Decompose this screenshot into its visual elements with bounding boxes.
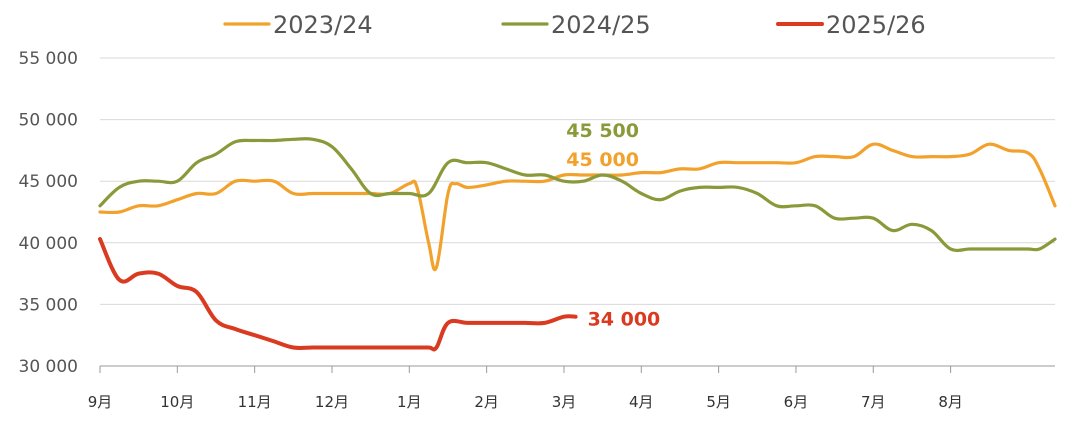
data-label: 45 000: [566, 149, 639, 171]
x-tick-label: 3月: [552, 393, 577, 411]
y-tick-label: 40 000: [19, 234, 78, 254]
grid-lines: [100, 57, 1055, 367]
legend-label: 2025/26: [826, 11, 926, 39]
x-tick-label: 9月: [88, 393, 113, 411]
data-label: 34 000: [588, 309, 661, 331]
x-tick-label: 6月: [784, 393, 809, 411]
y-tick-label: 35 000: [19, 295, 78, 315]
x-tick-label: 10月: [160, 393, 194, 411]
series-lines: [98, 137, 1057, 352]
annotations: 45 500 45 000 34 000: [566, 120, 660, 331]
x-tick-label: 2月: [474, 393, 499, 411]
x-tick-label: 7月: [861, 393, 886, 411]
x-tick-label: 11月: [238, 393, 272, 411]
x-tick-label: 4月: [629, 393, 654, 411]
y-tick-label: 45 000: [19, 172, 78, 192]
series-line-2025-26: [98, 237, 578, 352]
x-tick-label: 8月: [938, 393, 963, 411]
x-tick-label: 12月: [315, 393, 349, 411]
legend-label: 2024/25: [551, 11, 651, 39]
series-line-2024-25: [98, 137, 1057, 253]
x-tick-label: 5月: [706, 393, 731, 411]
data-label: 45 500: [566, 120, 639, 142]
legend-label: 2023/24: [273, 11, 373, 39]
y-tick-label: 50 000: [19, 111, 78, 131]
y-tick-label: 55 000: [19, 49, 78, 69]
legend: 2023/24 2024/25 2025/26: [223, 11, 926, 39]
y-tick-label: 30 000: [19, 357, 78, 377]
axes: 30 000 35 000 40 000 45 000 50 000 55 000 9月 10…: [19, 49, 963, 411]
x-tick-label: 1月: [397, 393, 422, 411]
